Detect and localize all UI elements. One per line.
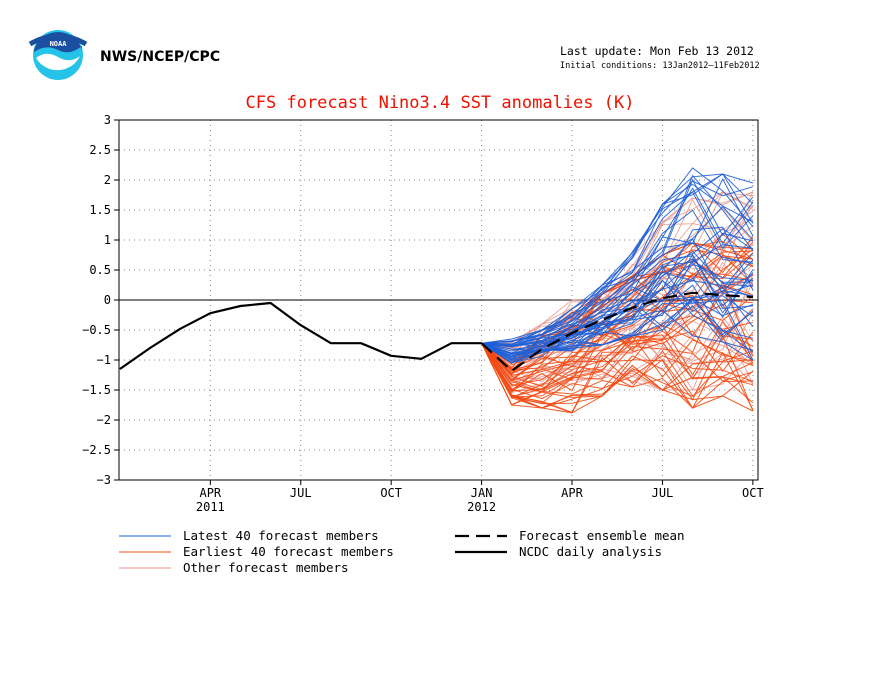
x-tick-label: APR (199, 486, 221, 500)
legend-label: NCDC daily analysis (519, 544, 662, 559)
ensemble-member-line (481, 273, 754, 381)
ensemble-mean-line (480, 291, 753, 372)
y-tick-label: −1 (97, 353, 111, 367)
y-tick-label: −2.5 (82, 443, 111, 457)
ensemble-member-line (481, 298, 754, 361)
ensemble-member-line (481, 330, 754, 414)
y-tick-label: 0 (104, 293, 111, 307)
ensemble-member-line (481, 187, 754, 348)
ensemble-member-line (481, 342, 754, 409)
x-tick-label: OCT (380, 486, 402, 500)
ensemble-member-line (481, 180, 754, 344)
x-tick-label: JUL (652, 486, 674, 500)
legend-label: Forecast ensemble mean (519, 528, 685, 543)
y-tick-label: −0.5 (82, 323, 111, 337)
ensemble-member-line (481, 342, 754, 412)
x-tick-label: APR (561, 486, 583, 500)
axis-layer: 32.521.510.50−0.5−1−1.5−2−2.5−3APR2011JU… (82, 113, 764, 514)
y-tick-label: 2 (104, 173, 111, 187)
ensemble-member-line (481, 342, 754, 393)
ensemble-member-line (481, 342, 753, 414)
ensemble-member-line (481, 183, 754, 348)
legend-label: Earliest 40 forecast members (183, 544, 394, 559)
x-tick-label: OCT (742, 486, 764, 500)
ensemble-member-line (481, 334, 754, 404)
x-tick-year-label: 2011 (196, 500, 225, 514)
x-tick-label: JUL (290, 486, 312, 500)
ensemble-member-line (481, 232, 754, 348)
y-tick-label: 3 (104, 113, 111, 127)
ensemble-member-line (481, 252, 754, 352)
plot-frame (118, 119, 759, 481)
noaa-logo-wave (36, 53, 80, 71)
agency-label: NWS/NCEP/CPC (100, 49, 220, 65)
noaa-logo: NOAA (28, 30, 88, 80)
y-tick-label: 1 (104, 233, 111, 247)
ensemble-member-line (481, 167, 754, 345)
ensemble-member-line (481, 236, 754, 345)
ensemble-member-line (481, 255, 753, 358)
noaa-logo-bird (28, 33, 88, 47)
ensemble-member-line (481, 299, 754, 362)
y-tick-label: 2.5 (89, 143, 111, 157)
y-tick-label: 1.5 (89, 203, 111, 217)
ensemble-member-line (481, 209, 753, 347)
last-update-label: Last update: Mon Feb 13 2012 (560, 44, 754, 58)
chart-title: CFS forecast Nino3.4 SST anomalies (K) (246, 93, 635, 113)
ensemble-member-line (481, 309, 754, 361)
ensemble-member-line (481, 284, 754, 356)
y-tick-label: −1.5 (82, 383, 111, 397)
ensemble-member-line (481, 205, 754, 347)
lines-layer (119, 291, 753, 372)
ensemble-member-line (481, 280, 754, 347)
ensemble-member-line (481, 330, 754, 398)
legend-label: Other forecast members (183, 560, 349, 575)
members-layer (481, 167, 754, 414)
ensemble-member-line (481, 342, 754, 410)
ensemble-member-line (481, 342, 754, 409)
noaa-logo-text: NOAA (50, 40, 68, 48)
y-tick-label: −2 (97, 413, 111, 427)
analysis-line (119, 301, 482, 370)
ensemble-member-line (481, 320, 754, 391)
y-tick-label: −3 (97, 473, 111, 487)
x-tick-label: JAN (471, 486, 493, 500)
ensemble-member-line (481, 324, 753, 398)
ensemble-member-line (481, 299, 754, 361)
initial-conditions-label: Initial conditions: 13Jan2012–11Feb2012 (560, 61, 760, 71)
y-tick-label: 0.5 (89, 263, 111, 277)
x-tick-year-label: 2012 (467, 500, 496, 514)
ensemble-member-line (481, 279, 754, 364)
legend-label: Latest 40 forecast members (183, 528, 379, 543)
